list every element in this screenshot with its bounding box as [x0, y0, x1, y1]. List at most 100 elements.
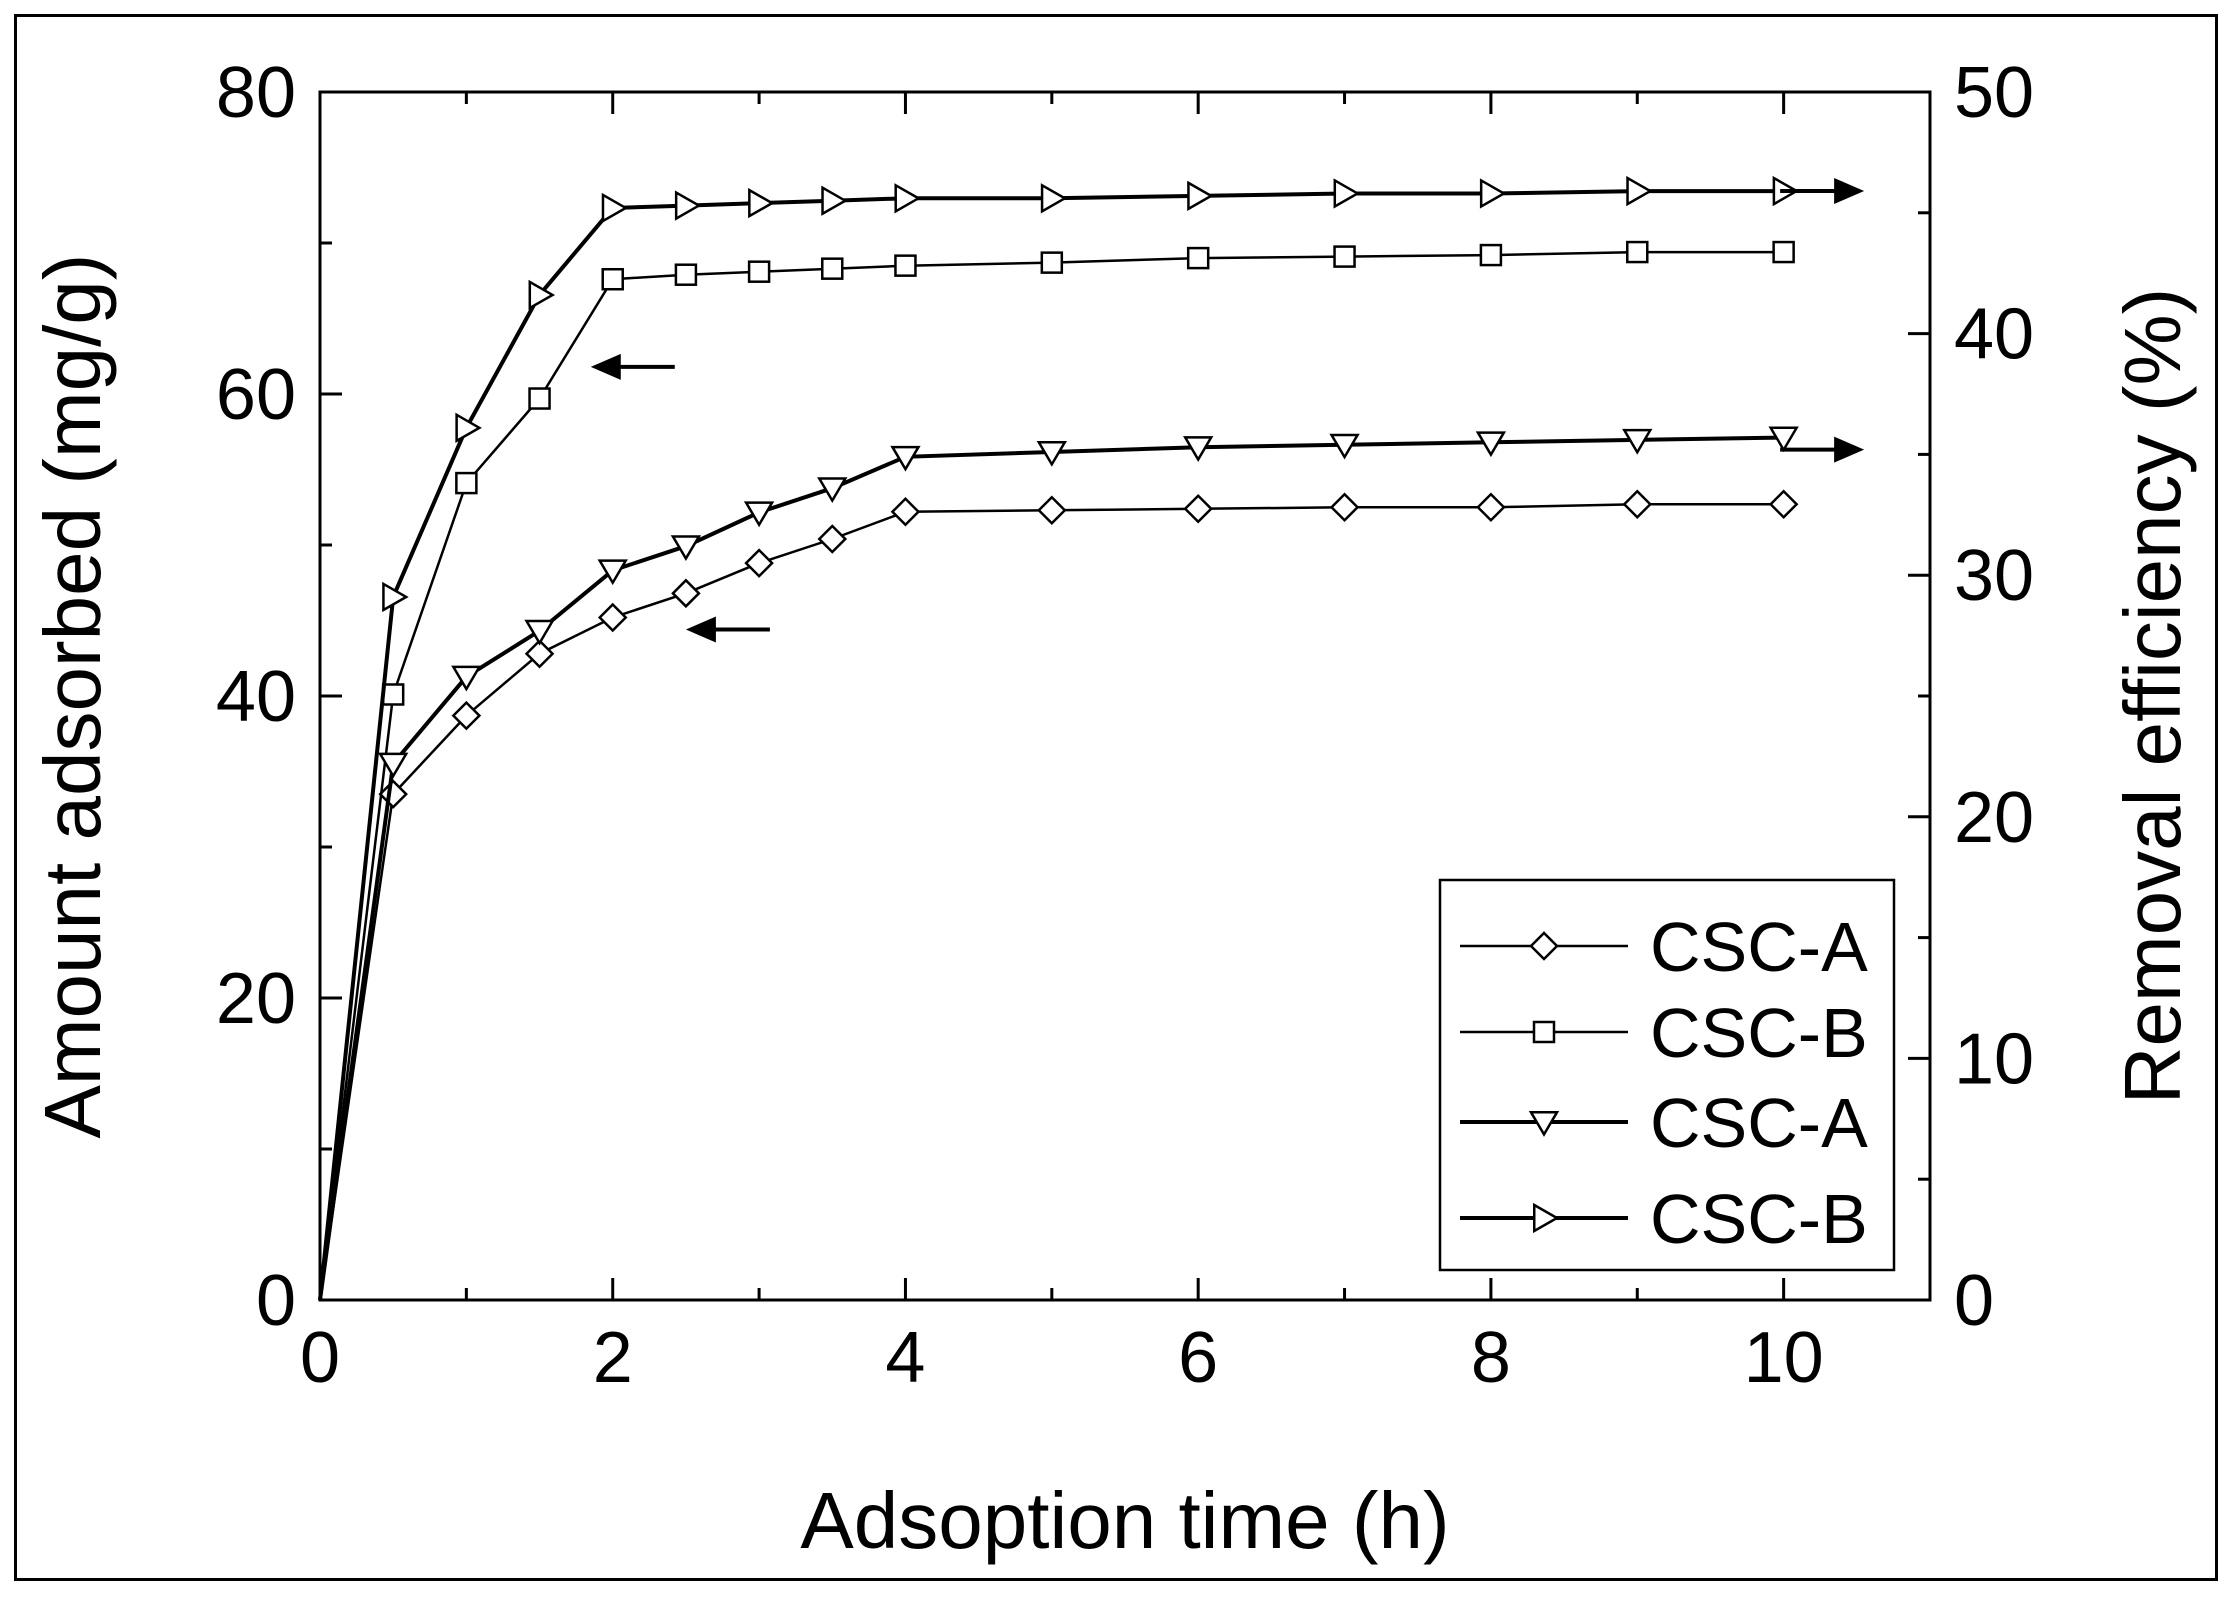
data-point	[528, 387, 551, 410]
data-point	[451, 700, 482, 731]
arrow-head	[1834, 436, 1865, 463]
annotation-arrows	[590, 178, 1865, 643]
y-left-tick-label: 60	[216, 355, 296, 435]
data-point	[1475, 431, 1507, 458]
data-point	[1183, 493, 1213, 524]
x-axis-label: Adsoption time (h)	[800, 1476, 1449, 1565]
y-left-axis-label: Amount adsorbed (mg/g)	[28, 254, 117, 1139]
data-point	[890, 497, 921, 527]
axis-ticks: 0 2 4 6 8 10 0 20 40 60 80 0 10 20 30 40 50	[216, 53, 2034, 1398]
annotation-arrow-left	[685, 616, 770, 643]
x-tick-label: 10	[1744, 1318, 1824, 1398]
legend-marker	[1533, 1202, 1560, 1234]
arrow-head	[685, 616, 716, 643]
data-point	[1036, 440, 1068, 467]
series-csc-a-left	[318, 489, 1799, 1301]
data-point	[817, 477, 848, 504]
annotation-arrow-left	[590, 353, 675, 380]
data-point	[1040, 183, 1068, 214]
x-tick-label: 0	[300, 1318, 340, 1398]
arrow-head	[590, 353, 621, 380]
data-point	[1622, 489, 1653, 519]
data-point	[451, 665, 482, 692]
data-point	[744, 548, 774, 578]
x-tick-label: 4	[885, 1318, 925, 1398]
legend-label: CSC-A	[1650, 908, 1868, 986]
legend: CSC-A CSC-B CSC-A CSC-B	[1438, 878, 1896, 1272]
data-point	[1040, 251, 1064, 274]
data-point	[1333, 178, 1361, 209]
data-point	[674, 263, 698, 286]
legend-label: CSC-B	[1650, 1180, 1868, 1258]
data-point	[748, 187, 775, 219]
y-right-tick-label: 20	[1954, 778, 2034, 858]
data-point	[894, 183, 921, 214]
data-point	[524, 638, 555, 669]
data-point	[528, 279, 556, 311]
y-right-axis-label: Removal efficiency (%)	[2108, 288, 2197, 1105]
data-point	[524, 619, 555, 646]
x-tick-label: 8	[1471, 1318, 1511, 1398]
x-tick-label: 6	[1178, 1318, 1218, 1398]
series-csc-b-left	[318, 240, 1795, 1301]
data-point	[894, 254, 917, 277]
series-csc-a-right	[318, 426, 1799, 1301]
legend-marker	[1529, 931, 1559, 961]
y-left-tick-label: 80	[216, 53, 296, 133]
data-point	[1186, 246, 1210, 270]
series-layer	[318, 175, 1800, 1301]
data-point	[671, 578, 701, 609]
data-point	[674, 190, 702, 221]
annotation-arrow-right	[1780, 178, 1865, 205]
legend-label: CSC-A	[1650, 1084, 1868, 1162]
data-point	[381, 683, 405, 706]
data-point	[601, 192, 629, 224]
data-point	[455, 471, 478, 495]
data-point	[597, 602, 628, 633]
data-point	[1479, 243, 1503, 267]
y-left-tick-label: 40	[216, 657, 296, 737]
legend-entry: CSC-B	[1460, 994, 1868, 1072]
data-point	[1182, 436, 1214, 462]
y-right-tick-label: 0	[1954, 1261, 1994, 1341]
data-point	[1333, 245, 1356, 268]
data-point	[601, 267, 624, 291]
y-left-tick-label: 0	[256, 1261, 296, 1341]
y-right-tick-label: 10	[1954, 1019, 2034, 1099]
data-point	[382, 581, 409, 613]
data-point	[1037, 495, 1067, 526]
data-point	[743, 501, 775, 528]
legend-marker	[1528, 1111, 1560, 1137]
y-right-tick-label: 40	[1954, 295, 2034, 375]
figure-frame	[14, 14, 2218, 1581]
series-csc-b-right	[318, 175, 1800, 1301]
x-tick-label: 2	[593, 1318, 633, 1398]
data-point	[1768, 489, 1799, 519]
data-point	[821, 257, 844, 280]
data-point	[890, 445, 921, 472]
data-point	[1622, 428, 1653, 455]
y-right-tick-label: 50	[1954, 53, 2034, 133]
data-point	[747, 260, 771, 283]
annotation-arrow-right	[1780, 436, 1865, 463]
legend-entry: CSC-B	[1460, 1180, 1868, 1258]
data-point	[1626, 175, 1653, 207]
y-right-tick-label: 30	[1954, 536, 2034, 616]
data-point	[821, 185, 848, 216]
data-point	[1476, 492, 1506, 523]
data-point	[455, 412, 482, 443]
data-point	[1626, 240, 1649, 264]
legend-entry: CSC-A	[1460, 908, 1868, 986]
data-point	[597, 559, 628, 586]
data-point	[1329, 433, 1360, 460]
data-point	[817, 524, 848, 554]
data-point	[1187, 180, 1214, 212]
legend-entry: CSC-A	[1460, 1084, 1868, 1162]
data-point	[1772, 240, 1795, 264]
data-point	[1329, 492, 1360, 523]
arrow-head	[1834, 178, 1865, 205]
data-point	[1479, 178, 1507, 209]
data-point	[377, 752, 409, 779]
y-left-tick-label: 20	[216, 959, 296, 1039]
